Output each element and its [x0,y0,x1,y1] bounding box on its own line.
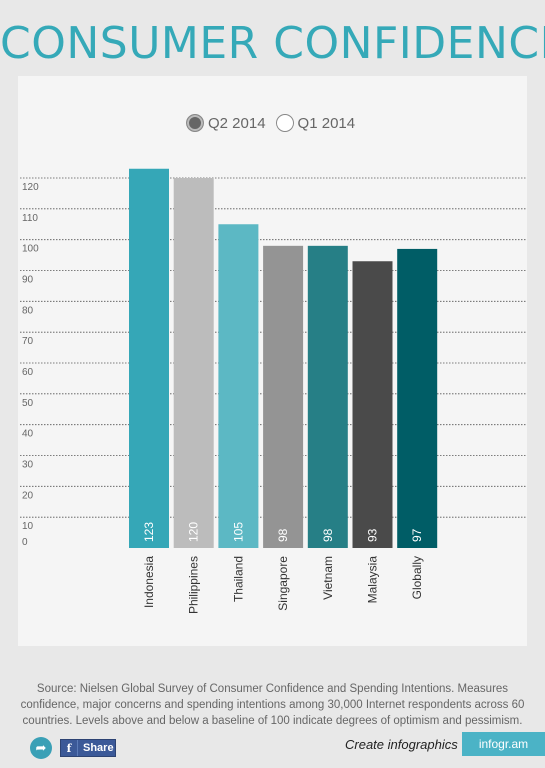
bar[interactable] [129,168,169,548]
y-tick-label: 10 [22,521,34,532]
category-label: Vietnam [321,556,335,600]
facebook-share-button[interactable]: f Share [60,739,116,757]
y-tick-label: 70 [22,336,34,347]
share-label: Share [83,742,114,754]
category-label: Philippines [187,556,201,614]
bar[interactable] [307,245,348,549]
category-label: Indonesia [142,556,156,608]
y-tick-label: 0 [22,537,28,548]
y-tick-label: 80 [22,305,34,316]
legend-item-q1[interactable]: Q1 2014 [275,114,356,132]
brand-logo[interactable]: infogr.am [462,732,545,756]
legend-label-q1: Q1 2014 [297,114,356,132]
radio-selected-icon[interactable] [186,114,204,132]
bar[interactable] [173,178,214,548]
y-tick-label: 40 [22,429,34,440]
bar-value-label: 98 [321,528,335,542]
bar[interactable] [263,245,304,549]
source-note: Source: Nielsen Global Survey of Consume… [20,683,525,727]
y-tick-label: 30 [22,460,34,471]
y-tick-label: 120 [22,182,39,193]
category-label: Singapore [276,556,290,611]
legend-label-q2: Q2 2014 [208,114,266,132]
bar-value-label: 97 [410,528,424,542]
y-tick-label: 50 [22,398,34,409]
category-label: Globally [410,556,424,599]
create-infographics-link[interactable]: Create infographics [345,737,458,752]
bar-value-label: 123 [142,522,156,542]
category-label: Thailand [231,556,245,602]
radio-unselected-icon[interactable] [275,114,294,132]
legend-item-q2[interactable]: Q2 2014 [186,114,266,132]
bar-value-label: 98 [276,528,290,542]
share-arrow-icon[interactable]: ➦ [30,737,52,759]
y-tick-label: 100 [22,244,39,255]
y-tick-label: 90 [22,275,34,286]
y-tick-label: 20 [22,490,34,501]
category-label: Malaysia [366,556,380,604]
bar-value-label: 120 [187,522,201,542]
bar[interactable] [218,224,259,548]
bar-chart: 0 10 20 30 40 50 60 70 80 90 100 110 120 123 Indonesia… [20,168,527,614]
facebook-icon: f [61,740,78,756]
chart-title: CONSUMER CONFIDENCE [0,18,545,69]
bar-value-label: 105 [231,522,245,542]
bar-value-label: 93 [366,528,380,542]
y-tick-label: 110 [22,213,38,224]
bar[interactable] [397,248,438,548]
y-tick-label: 60 [22,367,34,378]
legend: Q2 2014 Q1 2014 [186,112,365,134]
bar[interactable] [352,261,393,548]
